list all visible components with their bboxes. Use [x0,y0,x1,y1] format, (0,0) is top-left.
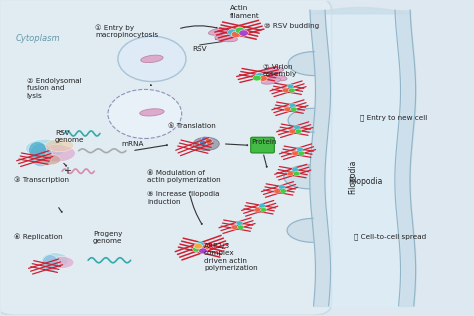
Text: RSV
genome: RSV genome [55,130,84,143]
Text: Actin
filament: Actin filament [230,5,260,19]
Circle shape [289,103,296,107]
Circle shape [235,27,245,33]
Circle shape [284,107,291,112]
Circle shape [298,151,305,155]
Ellipse shape [26,139,66,158]
Text: Filopodia: Filopodia [348,160,357,194]
Text: +: + [63,166,71,176]
Circle shape [199,248,207,254]
Text: ⑨ Increase filopodia
induction: ⑨ Increase filopodia induction [147,191,220,204]
Circle shape [274,189,281,193]
Circle shape [280,189,287,193]
Circle shape [254,208,261,212]
Ellipse shape [46,139,74,152]
Text: ⑥ Replication: ⑥ Replication [14,234,63,240]
Circle shape [294,125,301,129]
Ellipse shape [28,142,46,159]
Ellipse shape [29,143,52,167]
Ellipse shape [41,253,69,268]
Circle shape [289,88,295,93]
Circle shape [283,88,289,93]
Circle shape [293,172,300,176]
Text: ⑬ Cell-to-cell spread: ⑬ Cell-to-cell spread [354,234,427,240]
Circle shape [292,167,299,172]
FancyBboxPatch shape [251,137,274,153]
Circle shape [253,75,261,81]
Text: ⑩ RSV budding: ⑩ RSV budding [264,23,319,29]
Circle shape [259,76,267,81]
Text: mRNA: mRNA [121,141,144,147]
Ellipse shape [215,35,237,42]
Ellipse shape [200,140,207,146]
Text: RSV: RSV [192,46,207,52]
Circle shape [108,89,182,138]
Text: Progeny
genome: Progeny genome [93,231,122,245]
Circle shape [228,29,237,35]
Circle shape [260,208,267,212]
Ellipse shape [264,67,284,73]
Circle shape [201,245,209,251]
Circle shape [196,242,204,247]
Text: ⑫ Entry to new cell: ⑫ Entry to new cell [360,114,427,121]
Circle shape [236,221,243,225]
Polygon shape [288,52,314,76]
Text: –: – [59,127,64,137]
Ellipse shape [193,137,219,150]
Circle shape [279,185,285,189]
Ellipse shape [50,257,74,268]
Text: ⑦ Virion
assembly: ⑦ Virion assembly [263,64,297,77]
Circle shape [239,30,248,36]
Polygon shape [284,165,310,189]
Circle shape [289,129,296,133]
Ellipse shape [205,138,212,144]
Circle shape [231,225,238,229]
Ellipse shape [42,255,59,272]
Text: ⑤ Translation: ⑤ Translation [168,123,216,129]
Text: Cytoplasm: Cytoplasm [16,34,61,43]
Circle shape [255,73,264,78]
Circle shape [231,31,241,38]
Circle shape [297,147,303,151]
Circle shape [237,225,244,229]
Circle shape [192,246,201,252]
Polygon shape [287,218,313,242]
Text: ③ Transcription: ③ Transcription [14,177,69,184]
Ellipse shape [267,75,287,81]
Polygon shape [288,108,314,132]
Ellipse shape [35,154,61,165]
Circle shape [118,36,186,82]
Text: ⑧ Modulation of
actin polymerization: ⑧ Modulation of actin polymerization [147,170,221,184]
Circle shape [292,151,299,155]
Circle shape [295,129,302,133]
Text: ARP2/3
complex
driven actin
polymerization: ARP2/3 complex driven actin polymerizati… [204,243,257,271]
FancyBboxPatch shape [0,0,331,315]
Circle shape [287,84,294,88]
Ellipse shape [209,28,230,35]
Ellipse shape [140,109,164,116]
Text: Filopodia: Filopodia [348,177,383,186]
Ellipse shape [141,55,163,63]
Ellipse shape [261,78,281,84]
Circle shape [291,107,297,112]
Text: Protein: Protein [251,139,276,145]
Text: ② Endolysomal
fusion and
lysis: ② Endolysomal fusion and lysis [27,78,82,99]
Circle shape [287,172,294,176]
Circle shape [194,243,202,249]
Text: ① Entry by
macropinocytosis: ① Entry by macropinocytosis [95,24,158,38]
Ellipse shape [37,145,75,162]
Circle shape [259,204,265,208]
Ellipse shape [201,136,209,142]
